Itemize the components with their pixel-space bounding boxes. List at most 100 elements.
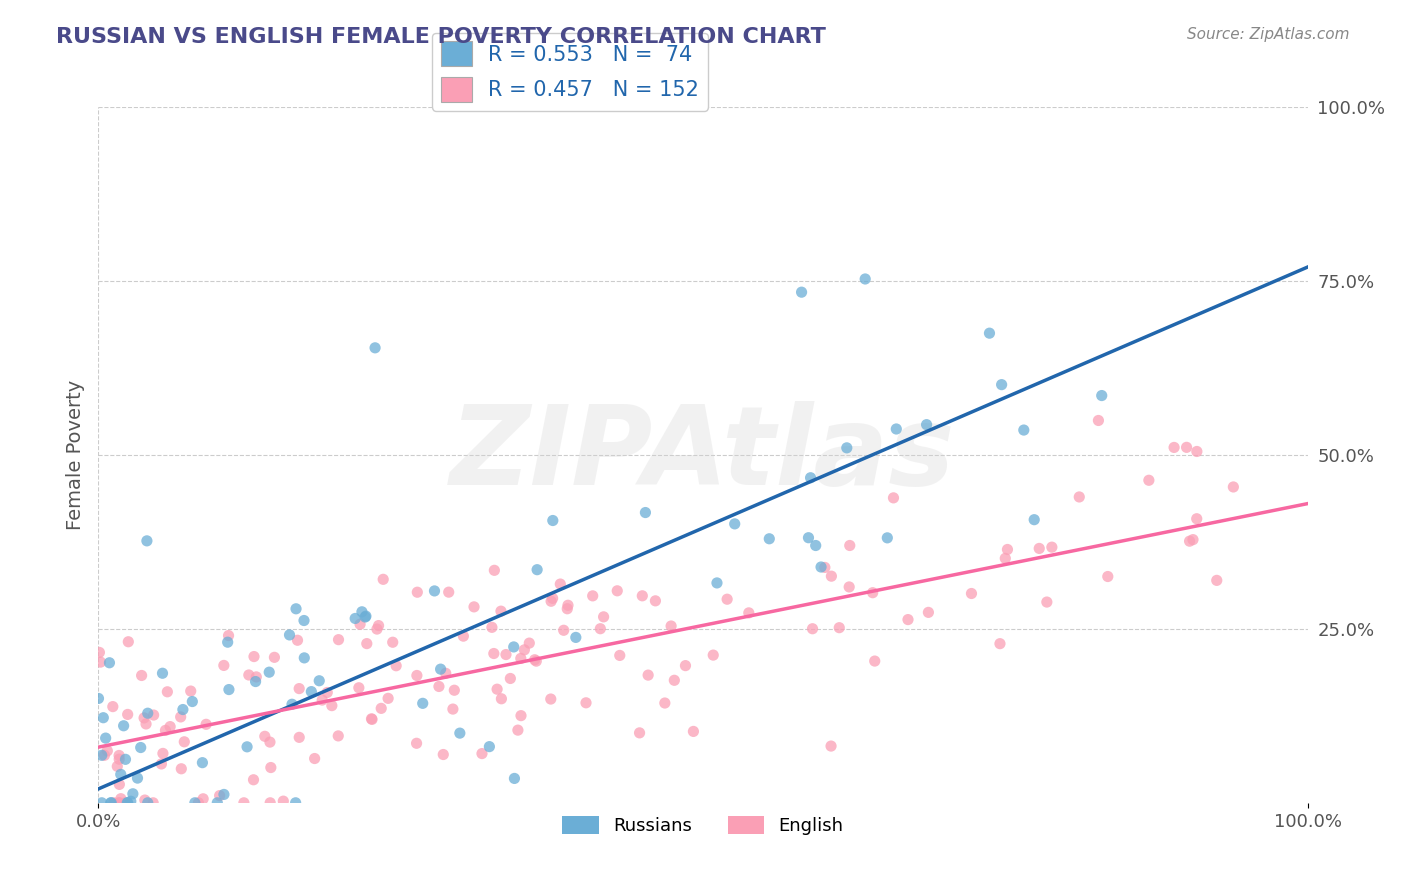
Russians — [412, 696, 434, 710]
Russians — [91, 711, 114, 725]
English — [863, 654, 886, 668]
English — [273, 794, 295, 808]
Russians — [100, 796, 122, 810]
English — [441, 702, 464, 716]
Russians — [724, 516, 747, 531]
English — [540, 692, 562, 706]
English — [381, 635, 404, 649]
English — [820, 569, 842, 583]
Russians — [135, 533, 157, 548]
English — [838, 539, 860, 553]
Russians — [257, 665, 280, 680]
English — [702, 648, 724, 662]
English — [105, 759, 128, 773]
English — [862, 585, 884, 599]
Russians — [129, 740, 152, 755]
English — [108, 748, 131, 763]
English — [482, 647, 505, 661]
English — [513, 643, 536, 657]
Russians — [853, 272, 876, 286]
Russians — [990, 377, 1012, 392]
English — [1036, 595, 1059, 609]
Legend: Russians, English: Russians, English — [555, 809, 851, 842]
English — [434, 666, 457, 681]
English — [170, 710, 193, 724]
English — [1087, 413, 1109, 427]
Russians — [122, 787, 145, 801]
Russians — [565, 631, 588, 645]
Russians — [181, 694, 204, 708]
English — [541, 591, 564, 606]
English — [243, 649, 266, 664]
English — [523, 653, 546, 667]
English — [592, 610, 614, 624]
Russians — [915, 417, 938, 432]
English — [1185, 444, 1208, 458]
Russians — [423, 583, 446, 598]
English — [1175, 441, 1198, 455]
English — [385, 658, 408, 673]
English — [524, 654, 547, 668]
English — [1178, 534, 1201, 549]
English — [156, 685, 179, 699]
English — [208, 789, 231, 803]
English — [288, 731, 311, 745]
English — [654, 696, 676, 710]
English — [238, 668, 260, 682]
Russians — [979, 326, 1001, 341]
English — [347, 681, 370, 695]
English — [187, 796, 209, 810]
English — [131, 668, 153, 682]
English — [609, 648, 631, 663]
English — [994, 551, 1017, 566]
Russians — [110, 767, 132, 781]
Russians — [100, 796, 122, 810]
Russians — [127, 771, 149, 785]
English — [1163, 441, 1185, 455]
English — [232, 796, 254, 810]
English — [142, 708, 165, 723]
English — [820, 739, 842, 753]
English — [471, 747, 494, 761]
English — [103, 796, 125, 810]
English — [1137, 473, 1160, 487]
English — [491, 691, 513, 706]
English — [361, 712, 384, 726]
English — [405, 736, 427, 750]
English — [495, 648, 517, 662]
English — [108, 752, 131, 766]
English — [360, 712, 382, 726]
Russians — [354, 609, 377, 624]
Russians — [354, 610, 377, 624]
English — [437, 585, 460, 599]
English — [89, 645, 111, 659]
English — [110, 791, 132, 805]
Russians — [429, 662, 451, 676]
Russians — [172, 702, 194, 716]
English — [801, 622, 824, 636]
English — [1028, 541, 1050, 556]
Russians — [800, 471, 823, 485]
Russians — [292, 614, 315, 628]
English — [242, 772, 264, 787]
English — [897, 613, 920, 627]
English — [489, 604, 512, 618]
English — [517, 636, 540, 650]
Russians — [502, 640, 524, 654]
Russians — [350, 605, 373, 619]
English — [253, 729, 276, 743]
English — [101, 699, 124, 714]
English — [260, 760, 283, 774]
English — [191, 792, 214, 806]
English — [540, 594, 562, 608]
English — [367, 618, 389, 632]
Russians — [117, 796, 139, 810]
Russians — [804, 539, 827, 553]
English — [311, 693, 333, 707]
English — [212, 658, 235, 673]
English — [349, 617, 371, 632]
English — [159, 720, 181, 734]
English — [173, 735, 195, 749]
English — [1185, 512, 1208, 526]
Text: Source: ZipAtlas.com: Source: ZipAtlas.com — [1187, 27, 1350, 42]
